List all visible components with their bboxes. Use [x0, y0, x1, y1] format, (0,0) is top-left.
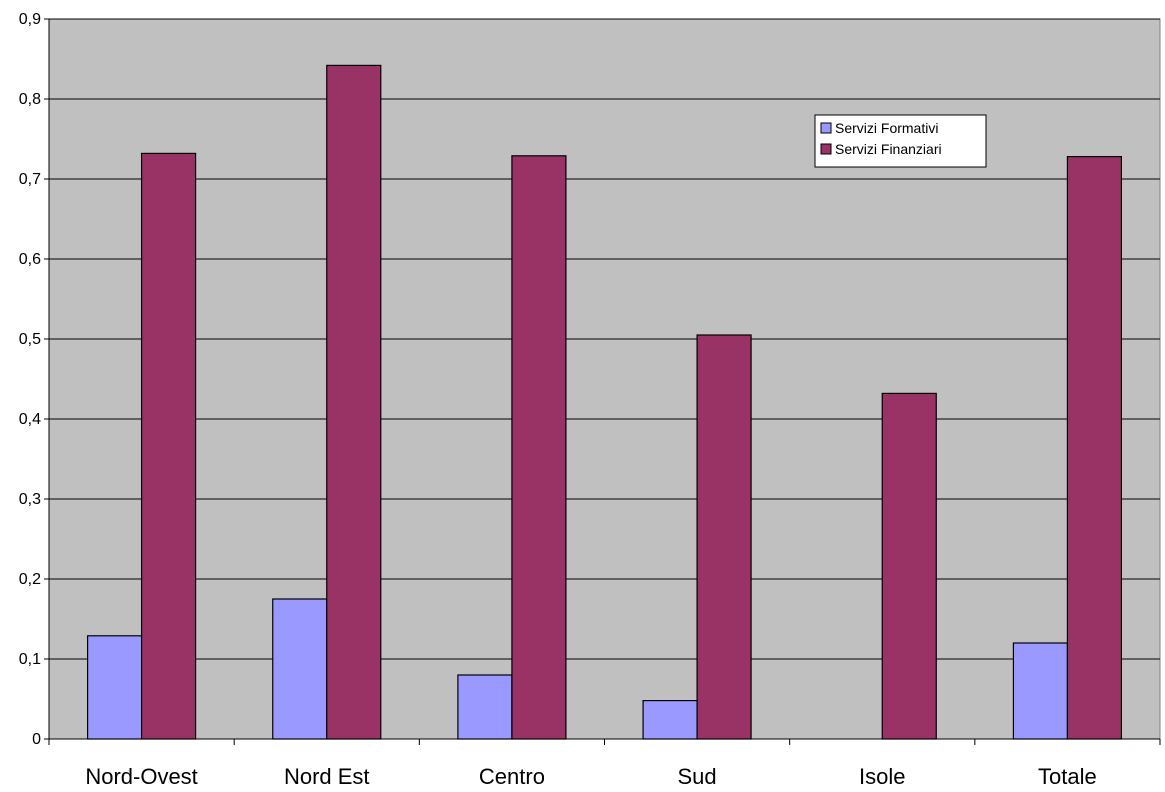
y-tick-label: 0,8: [19, 91, 41, 108]
y-tick-label: 0: [32, 731, 41, 748]
legend-swatch: [820, 143, 832, 155]
y-tick-label: 0,6: [19, 251, 41, 268]
bar: [642, 699, 698, 740]
gridlines: [49, 18, 1160, 660]
bars: [86, 64, 1123, 740]
y-tick-label: 0,9: [19, 11, 41, 28]
legend: Servizi Formativi Servizi Finanziari: [814, 114, 987, 168]
plot-area: [48, 18, 1161, 740]
bar: [1012, 642, 1069, 740]
x-tick-label: Totale: [1038, 764, 1097, 787]
x-tick-label: Nord Est: [284, 764, 370, 787]
x-tick-label: Centro: [479, 764, 545, 787]
y-tick-label: 0,7: [19, 171, 41, 188]
bar: [272, 598, 328, 740]
y-tick-label: 0,1: [19, 651, 41, 668]
legend-box: [814, 114, 987, 168]
legend-label: Servizi Formativi: [835, 120, 938, 136]
axes: 0 0,1 0,2 0,3 0,4 0,5 0,6 0,7 0,8 0,9 Nord-Ovest No…: [19, 11, 1161, 789]
x-tick-label: Sud: [678, 764, 717, 787]
y-tick-label: 0,4: [19, 411, 41, 428]
x-tick-label: Isole: [859, 764, 905, 787]
x-tick-label: Nord-Ovest: [85, 764, 197, 787]
bar: [881, 392, 937, 740]
bar: [457, 674, 513, 740]
bar: [1066, 156, 1123, 740]
bar: [86, 635, 143, 740]
bar: [511, 155, 567, 740]
y-tick-label: 0,2: [19, 571, 41, 588]
bar: [696, 334, 752, 740]
bar: [140, 152, 197, 740]
legend-label: Servizi Finanziari: [835, 141, 942, 157]
y-tick-label: 0,3: [19, 491, 41, 508]
bar: [326, 64, 382, 740]
legend-swatch: [820, 122, 832, 134]
y-tick-label: 0,5: [19, 331, 41, 348]
